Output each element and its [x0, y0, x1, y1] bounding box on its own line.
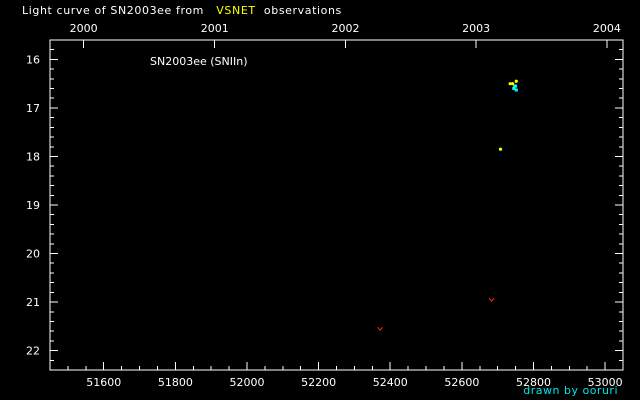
y-tick-label: 22 [26, 345, 40, 358]
visual-observation-point [514, 79, 518, 83]
x-tick-label: 51600 [86, 376, 121, 389]
upper-limit-mark [488, 297, 495, 302]
y-tick-label: 21 [26, 296, 40, 309]
x-tick-label: 52800 [516, 376, 551, 389]
x-tick-label: 52200 [301, 376, 336, 389]
year-label: 2004 [593, 22, 621, 35]
year-label: 2002 [331, 22, 359, 35]
ccd-observation-point [514, 84, 518, 88]
y-tick-label: 19 [26, 199, 40, 212]
x-tick-label: 52000 [229, 376, 264, 389]
year-label: 2003 [462, 22, 490, 35]
data-marks [377, 79, 518, 332]
visual-observation-point [511, 82, 515, 86]
y-tick-label: 16 [26, 53, 40, 66]
visual-observation-point [498, 147, 503, 151]
ccd-observation-point [512, 87, 516, 91]
year-label: 2001 [201, 22, 229, 35]
plot-frame [49, 39, 624, 371]
title-suffix: observations [263, 4, 342, 17]
visual-observation-point [508, 82, 512, 86]
title-prefix: Light curve of SN2003ee from [22, 4, 204, 17]
chart-annotation: SN2003ee (SNIIn) [150, 55, 248, 68]
plot-axes: 51600 51800 52000 52200 52400 52600 52800 53000… [26, 22, 624, 389]
y-tick-label: 20 [26, 248, 40, 261]
x-tick-label: 52400 [373, 376, 408, 389]
y-tick-label: 17 [26, 102, 40, 115]
ccd-observation-point [514, 88, 518, 92]
title-highlight: VSNET [216, 4, 256, 17]
y-tick-label: 18 [26, 150, 40, 163]
chart-title: Light curve of SN2003ee from VSNET obser… [22, 4, 342, 17]
credit-text: drawn by ooruri [523, 384, 618, 397]
x-tick-label: 53000 [588, 376, 623, 389]
x-tick-label: 52600 [444, 376, 479, 389]
upper-limit-mark [377, 326, 384, 332]
x-tick-label: 51800 [158, 376, 193, 389]
year-label: 2000 [70, 22, 98, 35]
